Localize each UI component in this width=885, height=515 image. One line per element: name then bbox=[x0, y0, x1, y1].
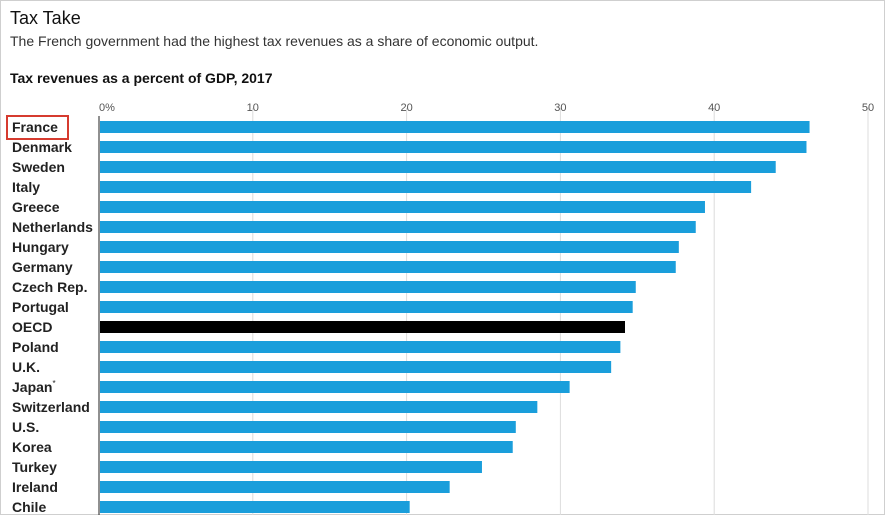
page-subtitle: The French government had the highest ta… bbox=[10, 33, 539, 49]
bar bbox=[100, 221, 696, 233]
bar bbox=[100, 281, 636, 293]
bar bbox=[100, 181, 752, 193]
bar bbox=[100, 241, 679, 253]
x-tick-label: 40 bbox=[708, 102, 720, 114]
x-tick-label: 50 bbox=[862, 102, 874, 114]
x-tick-label: 30 bbox=[554, 102, 566, 114]
category-label: Korea bbox=[12, 439, 52, 455]
bar bbox=[100, 361, 612, 373]
x-tick-label: 0% bbox=[99, 102, 115, 114]
category-label: Portugal bbox=[12, 299, 69, 315]
category-label: Italy bbox=[12, 179, 40, 195]
category-label: Germany bbox=[12, 259, 73, 275]
bar bbox=[100, 461, 482, 473]
bar bbox=[100, 421, 516, 433]
bar bbox=[100, 321, 625, 333]
category-label: Chile bbox=[12, 499, 46, 515]
bar bbox=[100, 501, 410, 513]
bar bbox=[100, 341, 621, 353]
category-label: U.S. bbox=[12, 419, 39, 435]
category-label: Sweden bbox=[12, 159, 65, 175]
bar bbox=[100, 141, 807, 153]
bar bbox=[100, 121, 810, 133]
category-label: U.K. bbox=[12, 359, 40, 375]
category-label: Ireland bbox=[12, 479, 58, 495]
bar bbox=[100, 161, 776, 173]
x-tick-label: 20 bbox=[400, 102, 412, 114]
bar bbox=[100, 481, 450, 493]
category-label: Poland bbox=[12, 339, 59, 355]
category-label: Denmark bbox=[12, 139, 72, 155]
category-label: Switzerland bbox=[12, 399, 90, 415]
x-tick-label: 10 bbox=[247, 102, 259, 114]
chart-title: Tax revenues as a percent of GDP, 2017 bbox=[10, 70, 273, 86]
category-label: OECD bbox=[12, 319, 52, 335]
footnote-marker: * bbox=[52, 379, 55, 388]
category-label: Czech Rep. bbox=[12, 279, 87, 295]
page-title: Tax Take bbox=[10, 8, 81, 28]
category-label: Hungary bbox=[12, 239, 69, 255]
category-label: France bbox=[12, 119, 58, 135]
bar bbox=[100, 261, 676, 273]
category-label: Greece bbox=[12, 199, 60, 215]
bar bbox=[100, 441, 513, 453]
category-label: Japan* bbox=[12, 379, 56, 395]
category-label: Netherlands bbox=[12, 219, 93, 235]
bar bbox=[100, 401, 538, 413]
category-label: Turkey bbox=[12, 459, 57, 475]
bar bbox=[100, 381, 570, 393]
bar bbox=[100, 201, 705, 213]
bar bbox=[100, 301, 633, 313]
highlight-box bbox=[6, 115, 69, 140]
